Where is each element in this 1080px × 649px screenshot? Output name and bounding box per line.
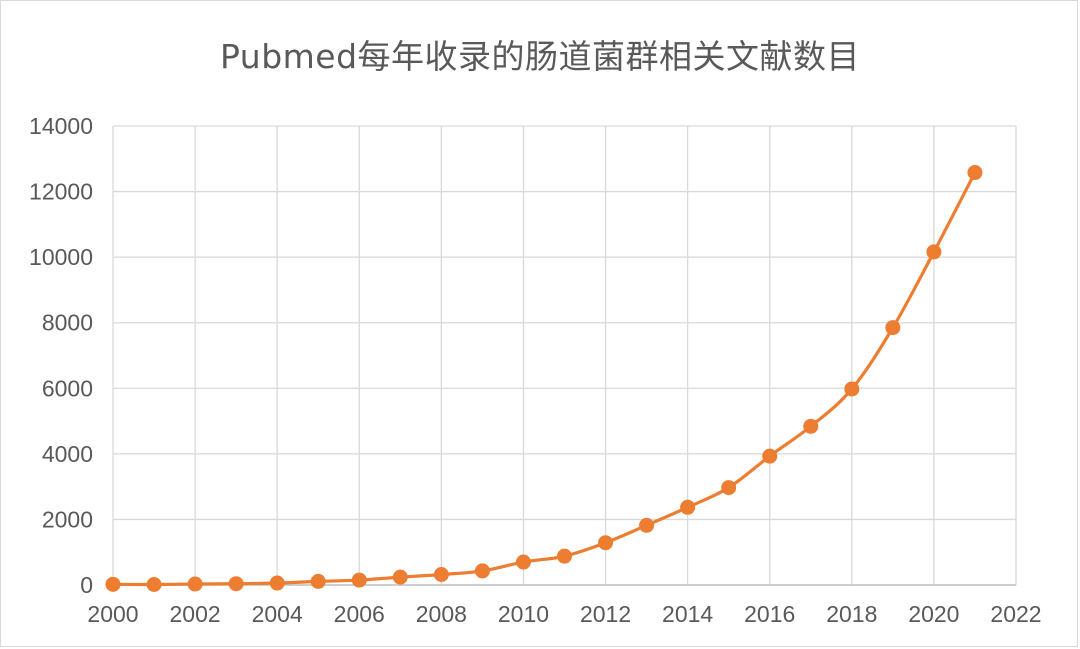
data-point: [105, 576, 121, 592]
data-point: [433, 567, 449, 583]
gridlines: [112, 125, 1017, 585]
x-tick-label: 2000: [87, 601, 138, 627]
data-point: [310, 573, 326, 589]
y-tick-label: 10000: [29, 244, 93, 270]
x-tick-label: 2002: [170, 601, 221, 627]
x-tick-label: 2018: [826, 601, 877, 627]
x-tick-label: 2004: [252, 601, 303, 627]
data-point: [228, 576, 244, 592]
data-point: [269, 575, 285, 591]
data-point: [762, 448, 778, 464]
series-group: [105, 165, 983, 593]
x-tick-label: 2008: [416, 601, 467, 627]
data-point: [187, 576, 203, 592]
y-tick-label: 14000: [29, 113, 93, 139]
chart-title: Pubmed每年收录的肠道菌群相关文献数目: [219, 37, 861, 76]
data-point: [885, 320, 901, 336]
data-point: [598, 535, 614, 551]
tick-labels: 0 2000 4000 6000 8000 10000 12000 14000 2000 2002…: [29, 113, 1042, 627]
data-point: [557, 548, 572, 564]
x-tick-label: 2012: [580, 601, 631, 627]
data-point: [844, 381, 860, 397]
x-tick-label: 2020: [908, 601, 959, 627]
data-point: [967, 165, 983, 181]
y-tick-label: 4000: [42, 441, 93, 467]
x-tick-label: 2010: [498, 601, 549, 627]
data-point: [351, 572, 367, 588]
data-point: [515, 554, 531, 570]
x-tick-label: 2014: [662, 601, 713, 627]
data-point: [146, 577, 162, 593]
data-point: [721, 480, 737, 496]
data-point: [392, 569, 408, 585]
data-point: [926, 244, 942, 260]
series-line: [112, 171, 977, 587]
data-point: [803, 418, 819, 434]
y-tick-label: 6000: [42, 375, 93, 401]
data-point: [474, 563, 490, 579]
y-tick-label: 0: [80, 572, 93, 598]
data-point: [680, 499, 696, 515]
y-tick-label: 8000: [42, 310, 93, 336]
x-tick-label: 2016: [744, 601, 795, 627]
data-point: [639, 517, 655, 533]
y-tick-label: 2000: [42, 506, 93, 532]
x-tick-label: 2006: [334, 601, 385, 627]
y-tick-label: 12000: [29, 179, 93, 205]
x-tick-label: 2022: [990, 601, 1041, 627]
